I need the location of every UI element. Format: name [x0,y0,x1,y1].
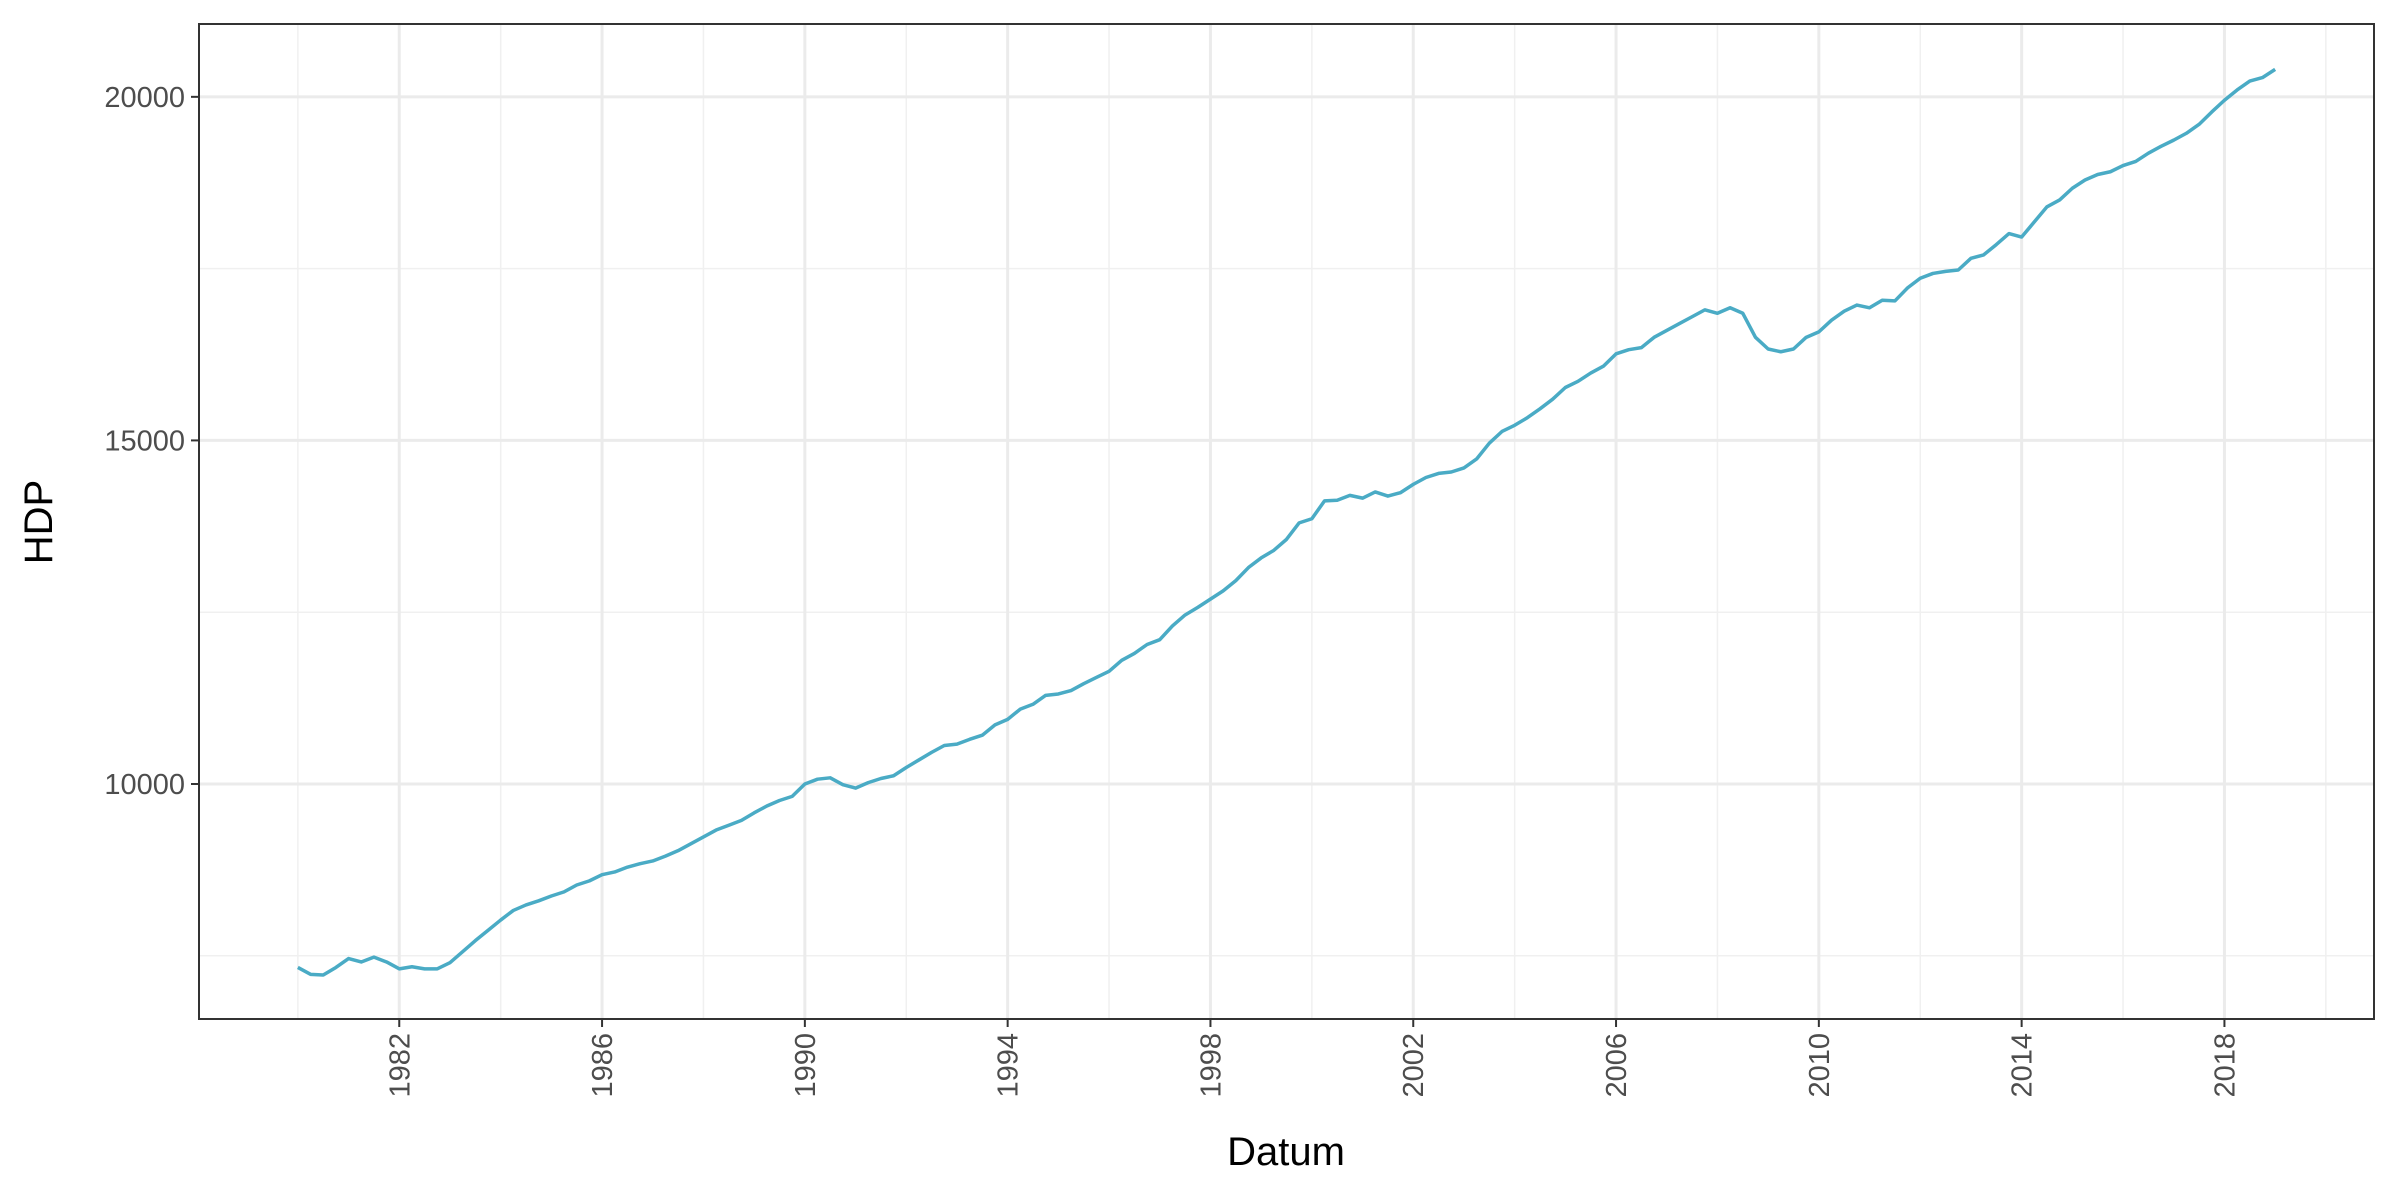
grid [199,24,2374,1019]
x-tick-label: 2014 [2007,1033,2039,1098]
axes: 1982 1986 1990 1994 1998 2002 2006 2010 2014 2018… [104,82,2241,1098]
x-tick-label: 2006 [1601,1033,1633,1098]
x-tick-label: 1982 [384,1033,416,1098]
panel-border [198,23,2375,1020]
x-tick-label: 1986 [587,1033,619,1098]
x-tick-label: 1998 [1195,1033,1227,1098]
y-axis-title: HDP [17,480,61,564]
x-axis-title: Datum [1227,1130,1345,1174]
plot-area [297,67,2277,977]
x-tick-label: 1990 [790,1033,822,1098]
x-tick-label: 2010 [1804,1033,1836,1098]
x-tick-label: 2018 [2209,1033,2241,1098]
y-tick-label: 20000 [104,82,185,114]
data-line [297,67,2277,977]
y-tick-label: 10000 [104,769,185,801]
y-tick-label: 15000 [104,425,185,457]
x-tick-label: 2002 [1398,1033,1430,1098]
x-tick-label: 1994 [993,1033,1025,1098]
